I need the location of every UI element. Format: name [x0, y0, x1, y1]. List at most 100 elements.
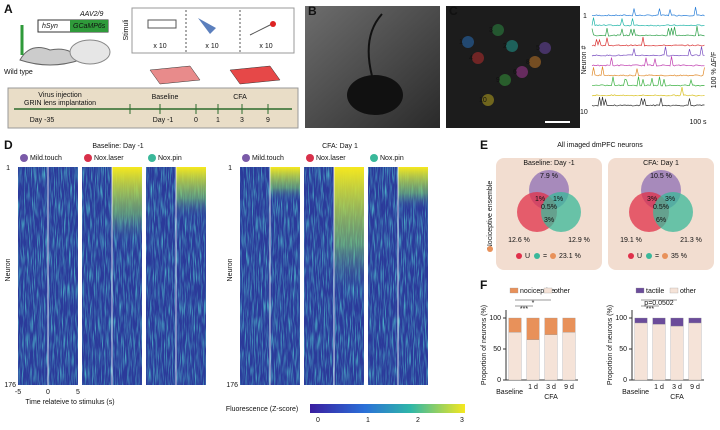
legend-label: nociceptive	[520, 288, 555, 295]
legend-dot	[550, 253, 556, 259]
trace	[591, 26, 705, 37]
mouse-brain	[19, 47, 81, 66]
label: 0	[194, 117, 198, 124]
label: CFA	[233, 94, 247, 101]
panel-label: A	[4, 2, 13, 16]
label: Neuron	[227, 258, 234, 281]
label: x 10	[259, 43, 272, 50]
label: 3	[460, 417, 464, 424]
colorbar	[310, 404, 465, 413]
label: 1	[459, 39, 463, 46]
label: 100 % ΔF/F	[711, 52, 718, 89]
label: ***	[646, 306, 654, 313]
legend-swatch	[635, 287, 645, 294]
timeline-box	[7, 87, 299, 129]
cell	[492, 24, 504, 36]
label: 3	[489, 27, 493, 34]
label: 9	[496, 77, 500, 84]
label: 1	[228, 165, 232, 172]
heatmap-response	[112, 167, 142, 246]
label: Baseline: Day -1	[523, 160, 574, 167]
x-tick-label: 1 d	[654, 384, 664, 391]
x-tick-label: Baseline	[496, 389, 523, 396]
cell	[472, 52, 484, 64]
legend-dot	[646, 253, 652, 259]
trace	[591, 17, 705, 27]
legend-swatch	[543, 287, 553, 294]
bar	[562, 332, 576, 381]
bar	[526, 317, 540, 340]
label: 1%	[553, 196, 563, 203]
label: 1	[216, 117, 220, 124]
bar	[508, 332, 522, 381]
label: Wild type	[4, 69, 33, 76]
cell	[462, 36, 474, 48]
label: 176	[226, 382, 238, 389]
label: 2	[416, 417, 420, 424]
heatmap-response	[176, 167, 206, 220]
label: x 10	[205, 43, 218, 50]
label: AAV2/9	[79, 11, 103, 18]
label: 6	[513, 69, 517, 76]
heatmap-response	[398, 167, 428, 211]
label: Nox.laser	[94, 155, 124, 162]
label: CFA: Day 1	[322, 143, 358, 150]
label: Neuron #	[581, 45, 588, 74]
bar	[688, 317, 702, 324]
label: 19.1 %	[620, 237, 642, 244]
label: 2	[503, 43, 507, 50]
heatmap-response	[334, 167, 364, 298]
venn-pin	[541, 192, 581, 232]
legend-dot	[628, 253, 634, 259]
label: CFA	[544, 394, 558, 401]
legend-dot	[242, 154, 250, 162]
label: Fluorescence (Z-score)	[226, 406, 298, 413]
y-tick-label: 100	[489, 315, 501, 322]
x-tick-label: Baseline	[622, 389, 649, 396]
legend-label: other	[680, 288, 697, 295]
label: 10.5 %	[650, 173, 672, 180]
label: Mild.touch	[252, 155, 284, 162]
label: 176	[4, 382, 16, 389]
trace	[592, 76, 705, 87]
legend-dot	[84, 154, 92, 162]
x-tick-label: 9 d	[564, 384, 574, 391]
cell	[516, 66, 528, 78]
legend-dot	[370, 154, 378, 162]
label: 23.1 %	[559, 253, 581, 260]
label: Nox.laser	[316, 155, 346, 162]
label: Day -35	[30, 117, 55, 124]
bar	[544, 317, 558, 335]
label: 3%	[544, 217, 554, 224]
construct-gcamp	[70, 20, 108, 32]
label: Stimuli	[123, 19, 130, 40]
label: 1%	[535, 196, 545, 203]
panel-a-art	[7, 7, 299, 129]
label: Nox.pin	[158, 155, 182, 162]
label: 1	[6, 165, 10, 172]
trace	[591, 56, 705, 67]
y-tick-label: 0	[623, 377, 627, 384]
pin	[249, 23, 273, 36]
bar	[652, 317, 666, 325]
label: All imaged dmPFC neurons	[557, 142, 643, 149]
panel-label: D	[4, 138, 13, 152]
label: Nox.pin	[380, 155, 404, 162]
heatmap-response	[270, 167, 300, 202]
mouse-paw	[149, 65, 201, 85]
label: 12.9 %	[568, 237, 590, 244]
legend-dot	[148, 154, 156, 162]
label: Day -1	[153, 117, 174, 124]
label: 10	[479, 97, 487, 104]
label: Neuron	[5, 258, 12, 281]
legend-dot	[534, 253, 540, 259]
bar	[526, 339, 540, 381]
trace	[591, 96, 705, 107]
label: Virus injection	[38, 92, 82, 99]
bar	[634, 322, 648, 381]
label: 12.6 %	[508, 237, 530, 244]
label: GCaMP6s	[73, 23, 106, 30]
cell	[499, 74, 511, 86]
label: *	[532, 300, 535, 307]
cell	[539, 42, 551, 54]
